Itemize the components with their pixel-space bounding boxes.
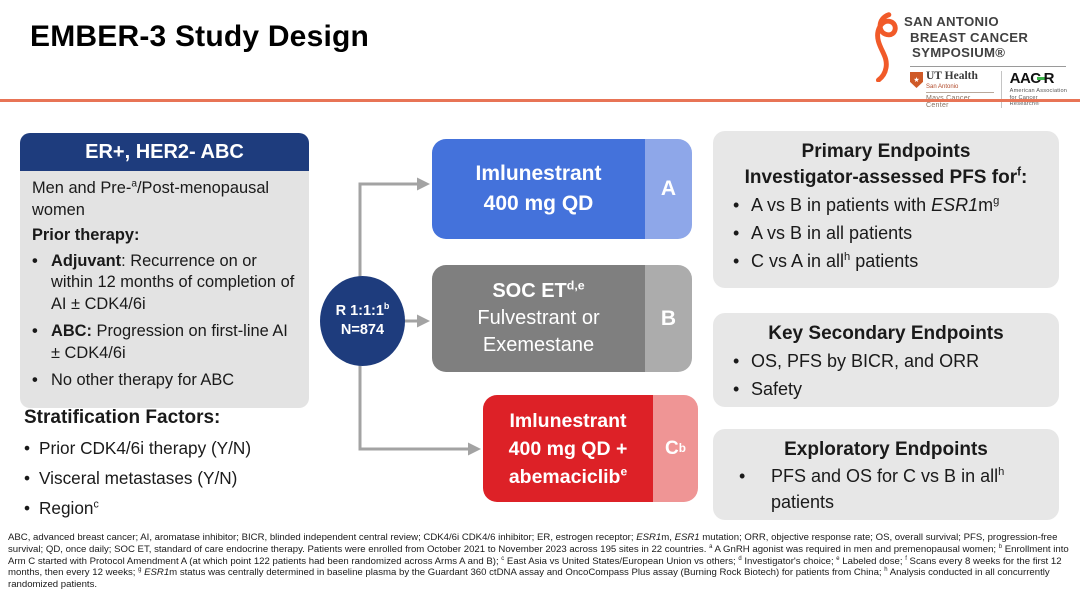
list-item: Visceral metastases (Y/N) [24,466,324,490]
partner-logos: UT Health San Antonio Mays Cancer Center… [910,70,1068,109]
page-title: EMBER-3 Study Design [30,20,370,53]
list-item: A vs B in all patients [719,219,1053,247]
bullet-icon [733,191,751,219]
bullet-icon [733,347,751,375]
randomization-ratio: R 1:1:1b [335,301,390,319]
aacr-acronym: AAC R [1009,70,1055,87]
bullet-icon [32,251,51,316]
primary-endpoints-panel: Primary Endpoints Investigator-assessed … [713,131,1059,288]
ut-shield-icon [910,72,923,88]
arrowhead-b-icon [417,314,430,328]
list-item: Adjuvant: Recurrence on or within 12 mon… [32,251,301,316]
arm-a-tab: A [645,139,692,239]
arm-c-label: Imlunestrant 400 mg QD + abemaciclibe [483,395,653,502]
primary-endpoints-subtitle: Investigator-assessed PFS forf: [744,165,1028,188]
sabcs-wordmark: SAN ANTONIO BREAST CANCER SYMPOSIUM® [904,8,1028,61]
sabcs-line1: SAN ANTONIO [904,14,999,29]
list-item: Safety [719,375,1053,403]
list-item: OS, PFS by BICR, and ORR [719,347,1053,375]
exploratory-endpoints-title: Exploratory Endpoints [784,439,988,460]
bullet-icon [24,436,39,460]
population-text: Men and Pre-a/Post-menopausal women [32,178,270,219]
footnote: ABC, advanced breast cancer; AI, aromata… [8,532,1069,591]
ut-health-city: San Antonio [926,84,959,90]
bullet-icon [32,321,51,364]
exploratory-endpoints-panel: Exploratory Endpoints PFS and OS for C v… [713,429,1059,520]
stratification-section: Stratification Factors: Prior CDK4/6i th… [24,407,324,526]
eligibility-header: ER+, HER2- ABC [20,133,309,171]
list-item: ABC: Progression on first-line AI ± CDK4… [32,321,301,364]
bullet-icon [733,375,751,403]
list-item: Prior CDK4/6i therapy (Y/N) [24,436,324,460]
list-item: Regionc [24,496,324,520]
sabcs-line3: SYMPOSIUM® [912,45,1006,60]
aacr-green-dash-icon [1036,77,1046,80]
bullet-icon [733,247,751,275]
bullet-icon [32,370,51,392]
arm-b-box: SOC ETd,e Fulvestrant or Exemestane B [432,265,692,372]
sabcs-logo-top: SAN ANTONIO BREAST CANCER SYMPOSIUM® [868,8,1068,82]
randomization-n: N=874 [340,322,385,338]
arrowhead-a-icon [417,177,430,191]
prior-therapy-label: Prior therapy: [32,226,140,244]
bullet-icon [733,219,751,247]
list-item: A vs B in patients with ESR1mg [719,191,1053,219]
cancer-ribbon-icon [875,12,898,82]
primary-endpoints-title: Primary Endpoints [801,141,971,162]
aacr-subtitle: American Association for Cancer Research… [1009,88,1068,107]
arm-b-tab: B [645,265,692,372]
arm-a-label: Imlunestrant 400 mg QD [432,139,645,239]
arrowhead-c-icon [468,442,481,456]
ut-health-name: UT Health [926,70,978,82]
sabcs-line2: BREAST CANCER [910,29,1029,45]
key-secondary-endpoints-panel: Key Secondary Endpoints OS, PFS by BICR,… [713,313,1059,407]
list-item: PFS and OS for C vs B in allh patients [719,463,1053,515]
list-item: No other therapy for ABC [32,370,301,392]
logo-divider [910,66,1066,67]
list-item: C vs A in allh patients [719,247,1053,275]
ut-health-logo: UT Health San Antonio Mays Cancer Center [910,70,1001,109]
bullet-icon [24,496,39,520]
header-divider-rule [0,99,1080,102]
eligibility-body: Men and Pre-a/Post-menopausal women Prio… [20,171,309,408]
bullet-icon [24,466,39,490]
aacr-logo: AAC R American Association for Cancer Res… [1000,70,1068,108]
ut-cancer-center: Mays Cancer Center [926,95,970,109]
eligibility-box: ER+, HER2- ABC Men and Pre-a/Post-menopa… [20,133,309,408]
arm-b-label: SOC ETd,e Fulvestrant or Exemestane [432,265,645,372]
sabcs-logo: SAN ANTONIO BREAST CANCER SYMPOSIUM® UT … [868,8,1068,109]
arm-a-box: Imlunestrant 400 mg QD A [432,139,692,239]
stratification-title: Stratification Factors: [24,407,221,428]
key-secondary-endpoints-title: Key Secondary Endpoints [768,323,1004,344]
ut-divider [926,92,994,93]
randomization-badge: R 1:1:1b N=874 [320,276,405,366]
bullet-icon [739,463,771,515]
